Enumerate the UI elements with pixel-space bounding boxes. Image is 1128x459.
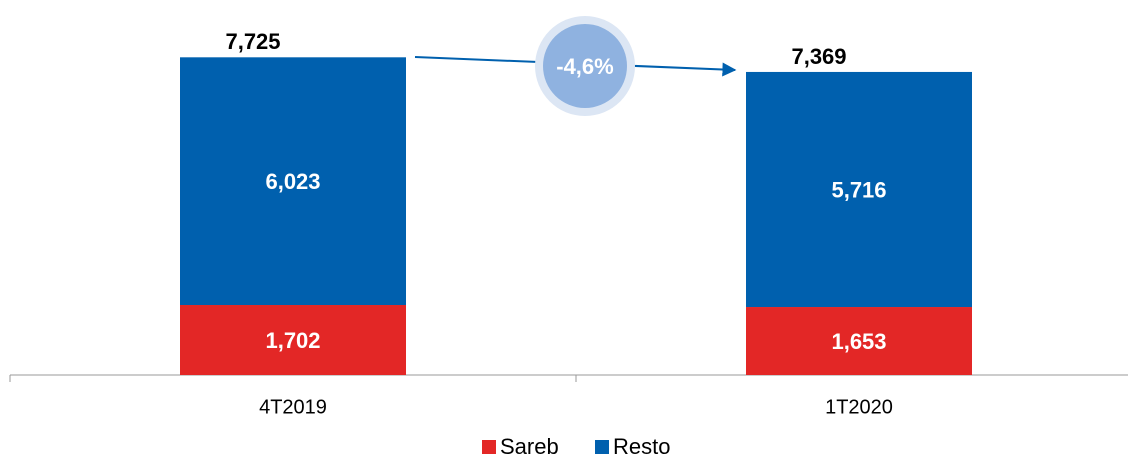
legend-label: Resto — [613, 434, 670, 459]
x-tick-label: 4T2019 — [259, 396, 327, 418]
bar-segment — [180, 57, 406, 306]
total-label: 7,725 — [225, 29, 280, 54]
annotation-circle — [543, 24, 627, 108]
bar-segment — [180, 305, 406, 375]
total-label: 7,369 — [791, 44, 846, 69]
legend-label: Sareb — [500, 434, 559, 459]
bar-segment — [746, 71, 972, 308]
annotation: -4,6% — [556, 54, 613, 79]
data-label: 1,702 — [265, 328, 320, 353]
legend-swatch — [482, 440, 496, 454]
data-label: 5,716 — [831, 177, 886, 202]
data-label: 1,653 — [831, 329, 886, 354]
legend-swatch — [595, 440, 609, 454]
data-label: 6,023 — [265, 169, 320, 194]
bar-segment — [746, 307, 972, 375]
x-tick-label: 1T2020 — [825, 396, 893, 418]
